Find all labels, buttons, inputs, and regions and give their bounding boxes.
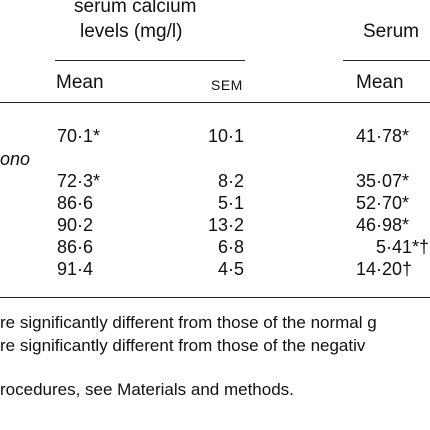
table-cell-sem: 10·1 xyxy=(207,126,244,146)
subheader-mean-2: Mean xyxy=(356,72,404,93)
subheader-mean-1: Mean xyxy=(56,72,104,93)
subheader-sem: SEM xyxy=(211,77,243,93)
table-cell-serum-mean: 14·20† xyxy=(356,259,413,279)
table-cell-sem: 13·2 xyxy=(207,215,244,235)
table-cell-sem: 4·5 xyxy=(217,259,244,279)
table-cell-serum-mean: 35·07* xyxy=(356,171,410,191)
group-rule-serum xyxy=(343,60,430,61)
row-label-ono: ono xyxy=(0,149,31,169)
footnote-1: re significantly different from those of… xyxy=(0,313,377,332)
footnote-3: rocedures, see Materials and methods. xyxy=(0,380,294,399)
table-cell-serum-mean: 52·70* xyxy=(356,193,410,213)
table-cell-mean: 70·1* xyxy=(57,126,101,146)
table-cell-sem: 5·1 xyxy=(217,193,244,213)
group-header-serum: Serum xyxy=(363,21,419,42)
table-cell-mean: 86·6 xyxy=(57,237,94,257)
table-cell-mean: 86·6 xyxy=(57,193,94,213)
table-cell-mean: 91·4 xyxy=(57,259,94,279)
table-bottom-rule xyxy=(0,297,430,298)
header-bottom-rule xyxy=(0,102,430,103)
table-cell-sem: 6·8 xyxy=(217,237,244,257)
group-header-calcium-line2: levels (mg/l) xyxy=(80,21,183,42)
table-cell-serum-mean: 41·78* xyxy=(356,126,410,146)
footnote-2: re significantly different from those of… xyxy=(0,336,366,355)
table-cell-serum-mean: 46·98* xyxy=(356,215,410,235)
group-rule-calcium xyxy=(55,60,245,61)
table-cell-mean: 72·3* xyxy=(57,171,101,191)
table-cell-mean: 90·2 xyxy=(57,215,94,235)
table-cell-sem: 8·2 xyxy=(217,171,244,191)
table-cell-serum-mean: 5·41*† xyxy=(376,237,430,257)
group-header-calcium-line1: serum calcium xyxy=(74,0,197,17)
